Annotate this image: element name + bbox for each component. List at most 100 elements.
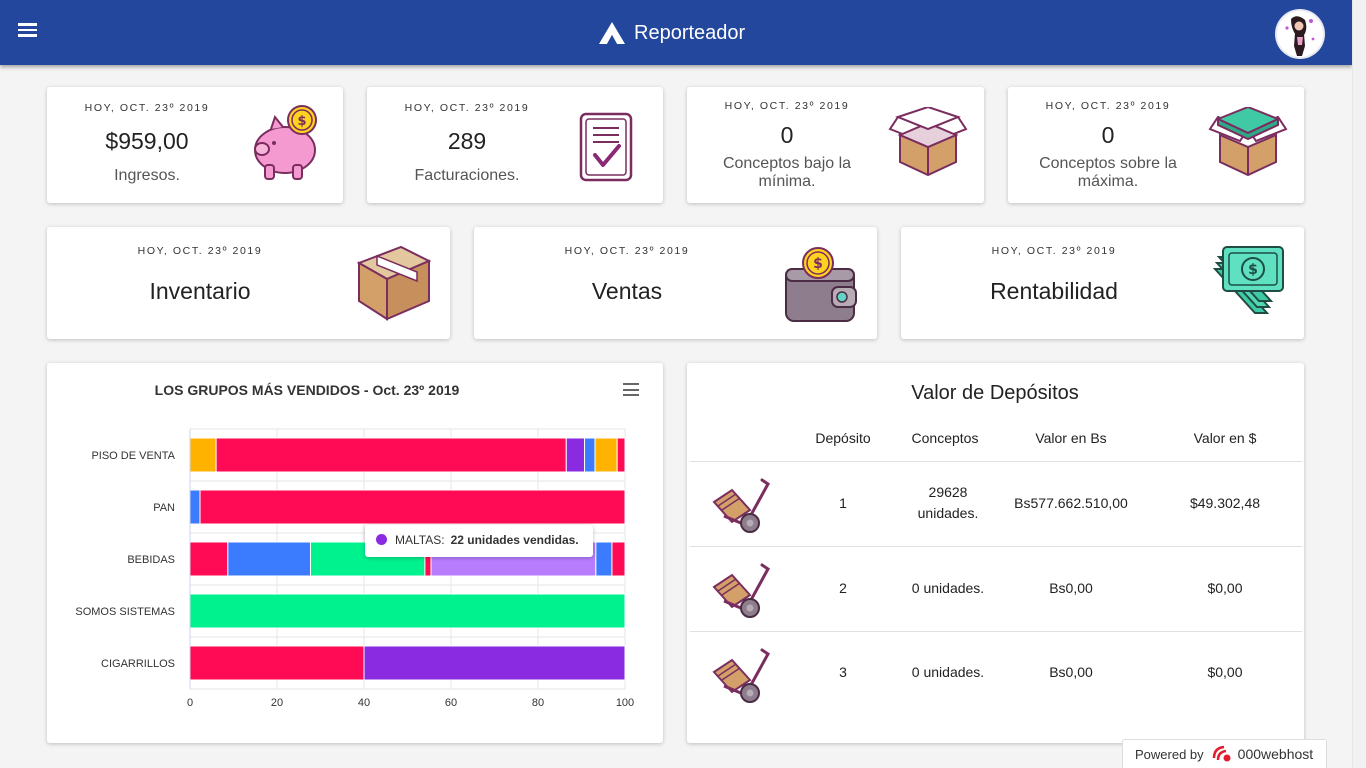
cell-deposito: 2 xyxy=(793,578,893,599)
x-tick-label: 80 xyxy=(532,697,544,709)
bar-segment xyxy=(585,438,595,472)
hand-truck-icon xyxy=(710,646,772,704)
cell-deposito: 1 xyxy=(793,493,893,514)
cell-valor-bs: Bs0,00 xyxy=(991,578,1151,599)
checklist-icon xyxy=(578,111,634,183)
stat-date: HOY, OCT. 23º 2019 xyxy=(901,245,1207,257)
cell-valor-bs: Bs577.662.510,00 xyxy=(991,493,1151,514)
menu-icon[interactable] xyxy=(16,20,40,44)
svg-text:$: $ xyxy=(1248,262,1258,278)
stat-title: Ventas xyxy=(474,278,780,305)
stat-title: Inventario xyxy=(47,278,353,305)
bar-segment xyxy=(364,646,625,680)
cell-valor-bs: Bs0,00 xyxy=(991,662,1151,683)
hand-truck-icon xyxy=(710,561,772,619)
bar-segment xyxy=(190,438,216,472)
powered-by-label: Powered by xyxy=(1135,747,1204,762)
bar-segment xyxy=(190,490,200,524)
powered-by-badge[interactable]: Powered by 000webhost xyxy=(1122,739,1327,768)
bar-segment xyxy=(228,542,311,576)
tooltip-label: MALTAS: xyxy=(395,533,445,547)
deposits-card: Valor de Depósitos Depósito Conceptos Va… xyxy=(687,363,1304,743)
stat-date: HOY, OCT. 23º 2019 xyxy=(687,100,887,112)
deposits-title: Valor de Depósitos xyxy=(687,382,1303,405)
stat-card-ventas[interactable]: HOY, OCT. 23º 2019 Ventas $ xyxy=(474,227,877,339)
chart-tooltip: MALTAS: 22 unidades vendidas. xyxy=(365,525,593,557)
bar-segment xyxy=(190,594,625,628)
stat-label: Ingresos. xyxy=(47,167,247,185)
stat-card-bajo-minima[interactable]: HOY, OCT. 23º 2019 0 Conceptos bajo la m… xyxy=(687,87,984,203)
column-header-deposito[interactable]: Depósito xyxy=(793,430,893,446)
stat-label: Conceptos sobre la máxima. xyxy=(1028,155,1188,191)
bar-segment xyxy=(190,542,228,576)
category-label: PISO DE VENTA xyxy=(91,450,175,462)
svg-text:$: $ xyxy=(297,114,306,129)
table-row[interactable]: 3 0 unidades. Bs0,00 $0,00 xyxy=(690,631,1302,716)
column-header-valor-usd[interactable]: Valor en $ xyxy=(1165,430,1285,446)
stat-date: HOY, OCT. 23º 2019 xyxy=(367,102,567,114)
stat-date: HOY, OCT. 23º 2019 xyxy=(47,102,247,114)
tooltip-series-dot xyxy=(376,534,387,545)
bar-segment xyxy=(190,646,364,680)
cell-conceptos: 0 unidades. xyxy=(888,662,1008,683)
brand[interactable]: Reporteador xyxy=(598,18,745,48)
stat-label: Facturaciones. xyxy=(367,167,567,185)
chart-card: LOS GRUPOS MÁS VENDIDOS - Oct. 23º 2019 … xyxy=(47,363,663,743)
column-header-conceptos[interactable]: Conceptos xyxy=(895,430,995,446)
stat-date: HOY, OCT. 23º 2019 xyxy=(474,245,780,257)
table-row[interactable]: 2 0 unidades. Bs0,00 $0,00 xyxy=(690,546,1302,631)
x-tick-label: 40 xyxy=(358,697,370,709)
app-header: Reporteador xyxy=(0,0,1352,65)
stat-card-inventario[interactable]: HOY, OCT. 23º 2019 Inventario xyxy=(47,227,450,339)
open-box-empty-icon xyxy=(888,107,968,177)
x-tick-label: 0 xyxy=(187,697,193,709)
page-scrollbar[interactable] xyxy=(1352,0,1366,768)
cell-valor-usd: $0,00 xyxy=(1162,578,1288,599)
stat-card-facturaciones[interactable]: HOY, OCT. 23º 2019 289 Facturaciones. xyxy=(367,87,663,203)
piggy-bank-icon: $ xyxy=(251,105,323,183)
stat-value: 0 xyxy=(687,122,887,149)
cell-conceptos: 29628 unidades. xyxy=(898,482,998,524)
stat-value: 0 xyxy=(1008,122,1208,149)
category-label: BEBIDAS xyxy=(127,554,175,566)
svg-text:$: $ xyxy=(813,256,823,272)
x-tick-label: 60 xyxy=(445,697,457,709)
cell-deposito: 3 xyxy=(793,662,893,683)
stat-card-ingresos[interactable]: HOY, OCT. 23º 2019 $959,00 Ingresos. $ xyxy=(47,87,343,203)
category-label: PAN xyxy=(153,502,175,514)
stat-value: $959,00 xyxy=(47,128,247,155)
stat-card-rentabilidad[interactable]: HOY, OCT. 23º 2019 Rentabilidad $ xyxy=(901,227,1304,339)
app-logo-icon xyxy=(598,21,626,45)
x-tick-label: 20 xyxy=(271,697,283,709)
webhost-logo-icon xyxy=(1212,744,1234,764)
x-tick-label: 100 xyxy=(616,697,634,709)
table-row[interactable]: 1 29628 unidades. Bs577.662.510,00 $49.3… xyxy=(690,461,1302,546)
bar-segment xyxy=(216,438,566,472)
hand-truck-icon xyxy=(710,476,772,534)
bar-segment xyxy=(612,542,625,576)
category-label: CIGARRILLOS xyxy=(101,658,175,670)
app-title: Reporteador xyxy=(634,22,745,45)
stat-value: 289 xyxy=(367,128,567,155)
bar-segment xyxy=(200,490,625,524)
user-avatar[interactable] xyxy=(1277,11,1323,57)
open-box-full-icon xyxy=(1208,107,1288,177)
stat-date: HOY, OCT. 23º 2019 xyxy=(47,245,353,257)
stat-card-sobre-maxima[interactable]: HOY, OCT. 23º 2019 0 Conceptos sobre la … xyxy=(1008,87,1304,203)
column-header-valor-bs[interactable]: Valor en Bs xyxy=(1011,430,1131,446)
stat-date: HOY, OCT. 23º 2019 xyxy=(1008,100,1208,112)
bar-segment xyxy=(566,438,584,472)
closed-box-icon xyxy=(357,243,431,323)
money-stack-icon: $ xyxy=(1211,243,1285,323)
bar-segment xyxy=(596,542,612,576)
powered-by-brand: 000webhost xyxy=(1238,746,1314,762)
stat-label: Conceptos bajo la mínima. xyxy=(707,155,867,191)
cell-valor-usd: $49.302,48 xyxy=(1162,493,1288,514)
cell-conceptos: 0 unidades. xyxy=(888,578,1008,599)
wallet-coin-icon: $ xyxy=(784,245,858,325)
bar-segment xyxy=(595,438,617,472)
bar-segment xyxy=(617,438,625,472)
cell-valor-usd: $0,00 xyxy=(1162,662,1288,683)
tooltip-value: 22 unidades vendidas. xyxy=(451,533,579,547)
category-label: SOMOS SISTEMAS xyxy=(75,606,175,618)
